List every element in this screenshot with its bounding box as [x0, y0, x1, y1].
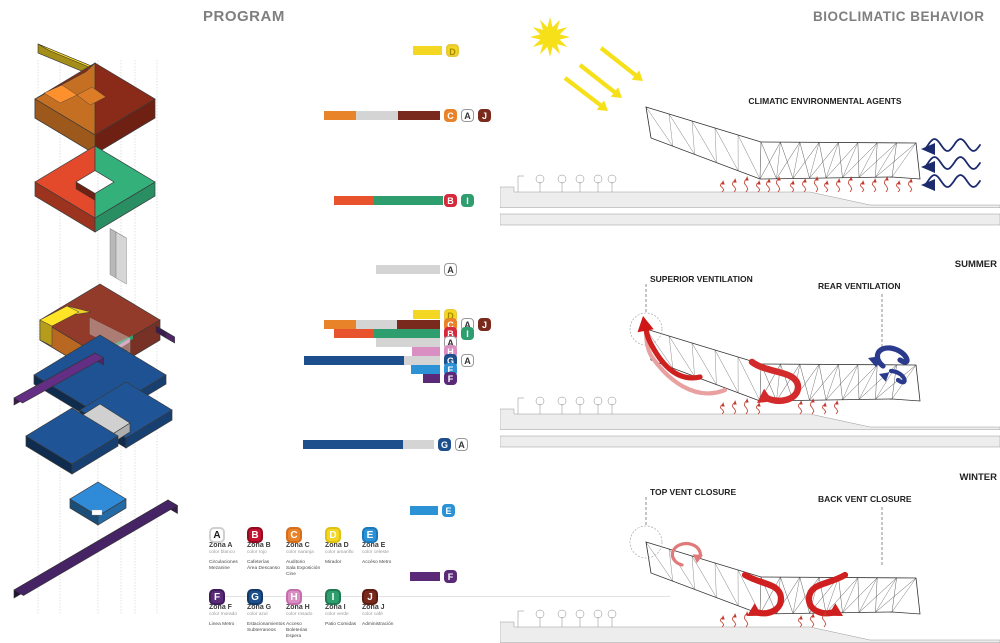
svg-text:WINTER: WINTER — [960, 472, 998, 483]
svg-text:SUMMER: SUMMER — [955, 259, 997, 270]
svg-text:CLIMATIC ENVIRONMENTAL AGENTS: CLIMATIC ENVIRONMENTAL AGENTS — [748, 96, 901, 106]
svg-text:SUPERIOR VENTILATION: SUPERIOR VENTILATION — [650, 274, 753, 284]
svg-text:REAR VENTILATION: REAR VENTILATION — [818, 281, 900, 291]
svg-text:TOP VENT CLOSURE: TOP VENT CLOSURE — [650, 487, 736, 497]
svg-text:BACK VENT CLOSURE: BACK VENT CLOSURE — [818, 494, 912, 504]
